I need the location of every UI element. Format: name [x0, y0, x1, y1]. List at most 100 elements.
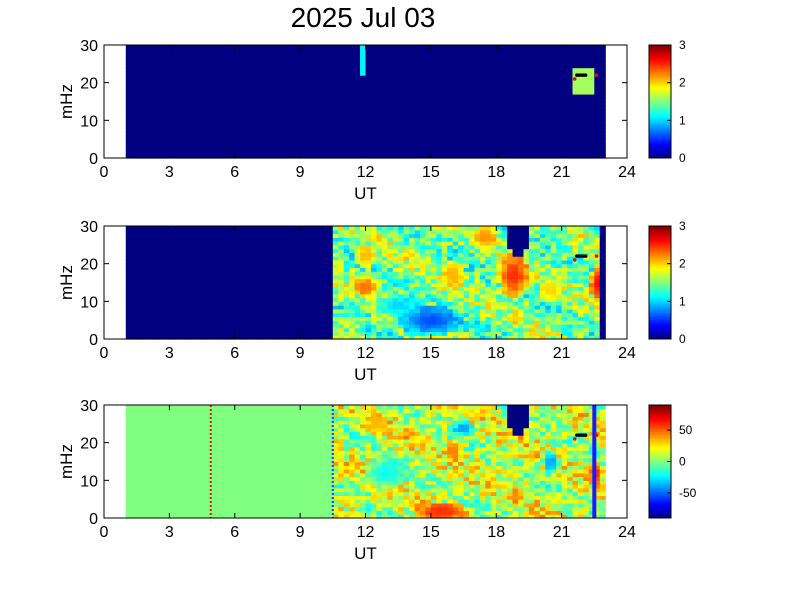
- heatmap-cell: [343, 256, 350, 261]
- heatmap-cell: [158, 101, 165, 106]
- heatmap-cell: [381, 244, 388, 250]
- heatmap-cell: [507, 120, 514, 125]
- heatmap-cell: [441, 271, 448, 276]
- heatmap-cell: [294, 244, 301, 250]
- heatmap-cell: [191, 120, 198, 125]
- heatmap-cell: [490, 97, 497, 103]
- heatmap-cell: [365, 259, 372, 265]
- heatmap-cell: [332, 282, 339, 287]
- heatmap-cell: [463, 237, 470, 242]
- heatmap-cell: [425, 237, 432, 242]
- heatmap-cell: [376, 93, 383, 99]
- heatmap-cell: [251, 93, 258, 99]
- heatmap-cell: [354, 305, 361, 310]
- heatmap-cell: [234, 78, 241, 84]
- heatmap-cell: [125, 48, 132, 54]
- heatmap-cell: [572, 67, 579, 72]
- heatmap-cell: [169, 63, 176, 69]
- heatmap-cell: [142, 237, 149, 242]
- heatmap-cell: [349, 116, 356, 121]
- heatmap-cell: [398, 316, 405, 321]
- heatmap-cell: [354, 229, 361, 235]
- heatmap-cell: [518, 271, 525, 276]
- heatmap-cell: [131, 297, 138, 302]
- heatmap-cell: [403, 252, 410, 257]
- heatmap-cell: [414, 131, 421, 136]
- heatmap-cell: [567, 131, 574, 136]
- heatmap-cell: [174, 252, 181, 257]
- heatmap-cell: [436, 63, 443, 69]
- heatmap-cell: [278, 154, 285, 159]
- heatmap-cell: [441, 52, 448, 57]
- heatmap-cell: [125, 56, 132, 61]
- colorbar-swatch: [649, 55, 671, 58]
- heatmap-cell: [469, 301, 476, 306]
- heatmap-cell: [142, 109, 149, 114]
- heatmap-cell: [430, 248, 437, 253]
- heatmap-cell: [300, 48, 307, 54]
- heatmap-cell: [398, 48, 405, 54]
- heatmap-cell: [392, 278, 399, 284]
- heatmap-cell: [534, 154, 541, 159]
- heatmap-cell: [136, 52, 143, 57]
- heatmap-cell: [441, 301, 448, 306]
- heatmap-cell: [577, 75, 585, 80]
- heatmap-cell: [223, 56, 230, 61]
- heatmap-cell: [202, 320, 209, 325]
- heatmap-cell: [332, 109, 339, 114]
- heatmap-cell: [469, 320, 476, 325]
- heatmap-cell: [158, 327, 165, 333]
- heatmap-cell: [409, 244, 416, 250]
- heatmap-cell: [223, 312, 230, 317]
- heatmap-cell: [474, 101, 481, 106]
- heatmap-cell: [212, 63, 220, 69]
- heatmap-cell: [327, 256, 334, 261]
- heatmap-cell: [196, 226, 203, 231]
- heatmap-cell: [387, 116, 394, 121]
- heatmap-cell: [251, 297, 258, 302]
- heatmap-cell: [163, 86, 170, 91]
- heatmap-cell: [316, 112, 323, 118]
- heatmap-cell: [496, 124, 503, 129]
- heatmap-cell: [180, 105, 187, 110]
- heatmap-cell: [332, 244, 339, 250]
- heatmap-cell: [447, 226, 454, 231]
- heatmap-cell: [321, 60, 328, 65]
- heatmap-cell: [507, 244, 514, 250]
- heatmap-cell: [267, 263, 274, 269]
- heatmap-cell: [523, 271, 530, 276]
- heatmap-cell: [403, 97, 410, 103]
- heatmap-cell: [267, 244, 274, 250]
- heatmap-cell: [202, 48, 209, 54]
- heatmap-cell: [294, 71, 301, 76]
- heatmap-cell: [496, 127, 503, 133]
- heatmap-cell: [153, 75, 160, 80]
- heatmap-cell: [381, 127, 388, 133]
- heatmap-cell: [153, 71, 160, 76]
- heatmap-cell: [196, 301, 203, 306]
- heatmap-cell: [180, 282, 187, 287]
- heatmap-cell: [447, 97, 454, 103]
- heatmap-cell: [425, 327, 432, 333]
- heatmap-cell: [556, 135, 563, 140]
- heatmap-cell: [370, 278, 377, 284]
- heatmap-cell: [180, 63, 187, 69]
- heatmap-cell: [207, 327, 214, 333]
- heatmap-cell: [567, 71, 574, 76]
- heatmap-cell: [588, 101, 595, 106]
- heatmap-cell: [207, 67, 214, 72]
- heatmap-cell: [321, 82, 328, 88]
- heatmap-cell: [174, 109, 181, 114]
- heatmap-cell: [300, 229, 307, 235]
- heatmap-cell: [256, 112, 263, 118]
- heatmap-cell: [534, 116, 541, 121]
- heatmap-cell: [501, 323, 508, 329]
- heatmap-cell: [447, 60, 454, 65]
- heatmap-cell: [360, 146, 367, 152]
- heatmap-cell: [436, 305, 443, 310]
- heatmap-cell: [430, 282, 437, 287]
- heatmap-cell: [485, 241, 492, 246]
- heatmap-cell: [261, 71, 269, 76]
- heatmap-cell: [311, 282, 318, 287]
- heatmap-cell: [174, 120, 181, 125]
